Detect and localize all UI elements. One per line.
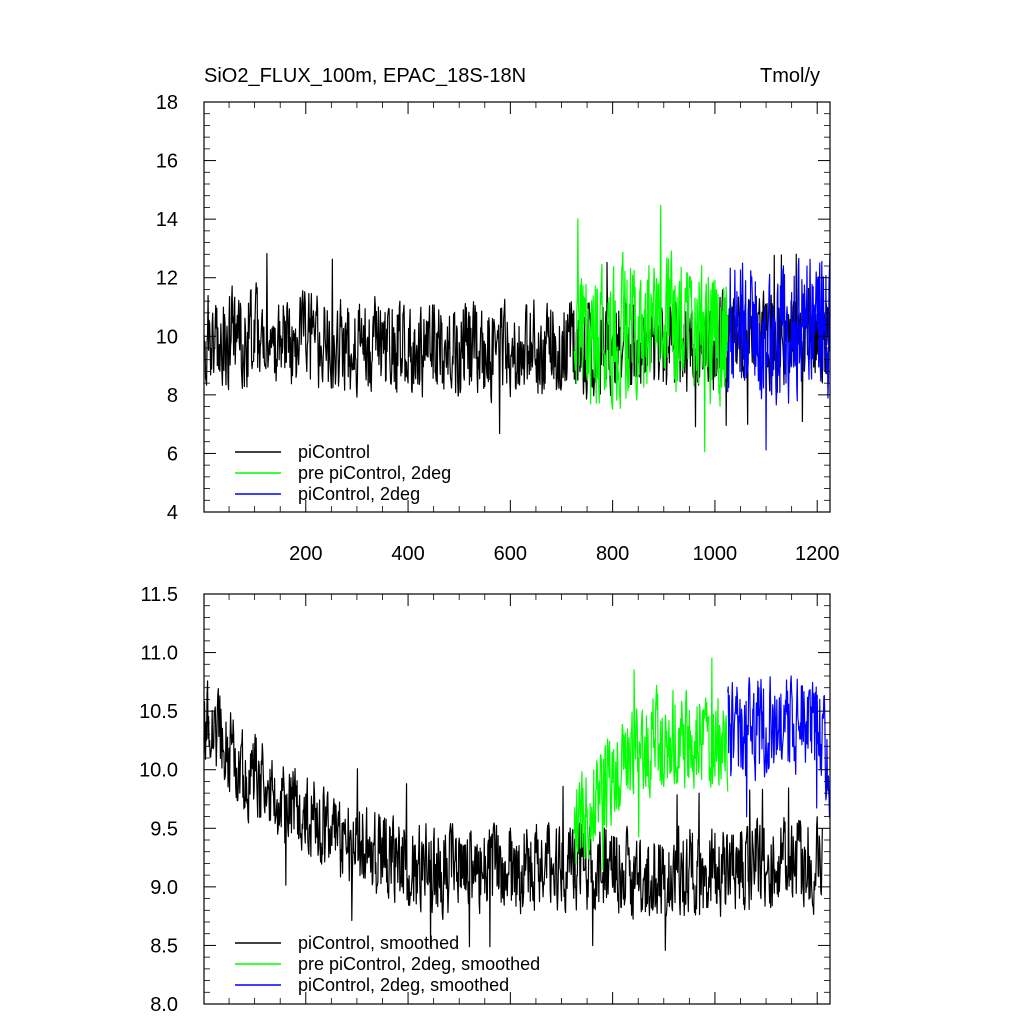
bottom-y-tick-label: 9.5 [150,818,178,840]
bottom-legend-label-2: pre piControl, 2deg, smoothed [298,954,540,974]
bottom-series-line-2 [573,657,729,871]
bottom-y-tick-label: 8.5 [150,935,178,957]
top-legend-label-2: pre piControl, 2deg [298,463,451,483]
top-chart-units: Tmol/y [760,65,820,87]
bottom-axis-ticks: 8.0 8.5 9.0 9.5 10.0 10.5 11.0 11.5 [139,584,830,1016]
top-series-line-3 [727,252,831,451]
bottom-series-line-3 [727,675,831,819]
bottom-y-tick-label: 8.0 [150,994,178,1016]
top-y-tick-label: 18 [156,92,178,114]
top-x-tick-label: 800 [596,543,629,565]
top-y-tick-label: 8 [167,385,178,407]
top-axis-ticks: 4 6 8 10 12 14 16 18 200 400 600 800 1000 1200 [156,92,840,565]
top-legend-label-1: piControl [298,442,370,462]
top-panel: SiO2_FLUX_100m, EPAC_18S-18N Tmol/y 4 6 8 1… [156,65,840,565]
bottom-series-line-1 [203,680,823,951]
top-x-tick-label: 600 [494,543,527,565]
top-y-tick-label: 14 [156,209,178,231]
bottom-legend-label-3: piControl, 2deg, smoothed [298,975,509,995]
top-y-tick-label: 6 [167,443,178,465]
top-y-tick-label: 12 [156,268,178,290]
bottom-y-tick-label: 9.0 [150,877,178,899]
bottom-y-tick-label: 11.5 [141,584,178,606]
bottom-legend-label-1: piControl, smoothed [298,933,459,953]
top-x-tick-label: 200 [289,543,322,565]
bottom-series-lines [203,657,831,951]
top-x-tick-label: 400 [391,543,424,565]
top-series-line-2 [573,204,729,453]
top-legend-label-3: piControl, 2deg [298,484,420,504]
top-plot-frame [203,101,831,513]
top-chart-title: SiO2_FLUX_100m, EPAC_18S-18N [204,65,526,87]
top-x-tick-label: 1000 [693,543,738,565]
top-series-lines [203,204,831,453]
bottom-y-tick-label: 11.0 [141,643,178,665]
top-y-tick-label: 4 [167,502,178,524]
bottom-panel: 8.0 8.5 9.0 9.5 10.0 10.5 11.0 11.5 piControl, … [139,584,831,1016]
top-x-tick-label: 1200 [795,543,840,565]
bottom-y-tick-label: 10.5 [139,701,178,723]
bottom-y-tick-label: 10.0 [139,760,178,782]
bottom-plot-frame [203,593,831,1005]
top-y-tick-label: 16 [156,151,178,173]
top-y-tick-label: 10 [156,326,178,348]
